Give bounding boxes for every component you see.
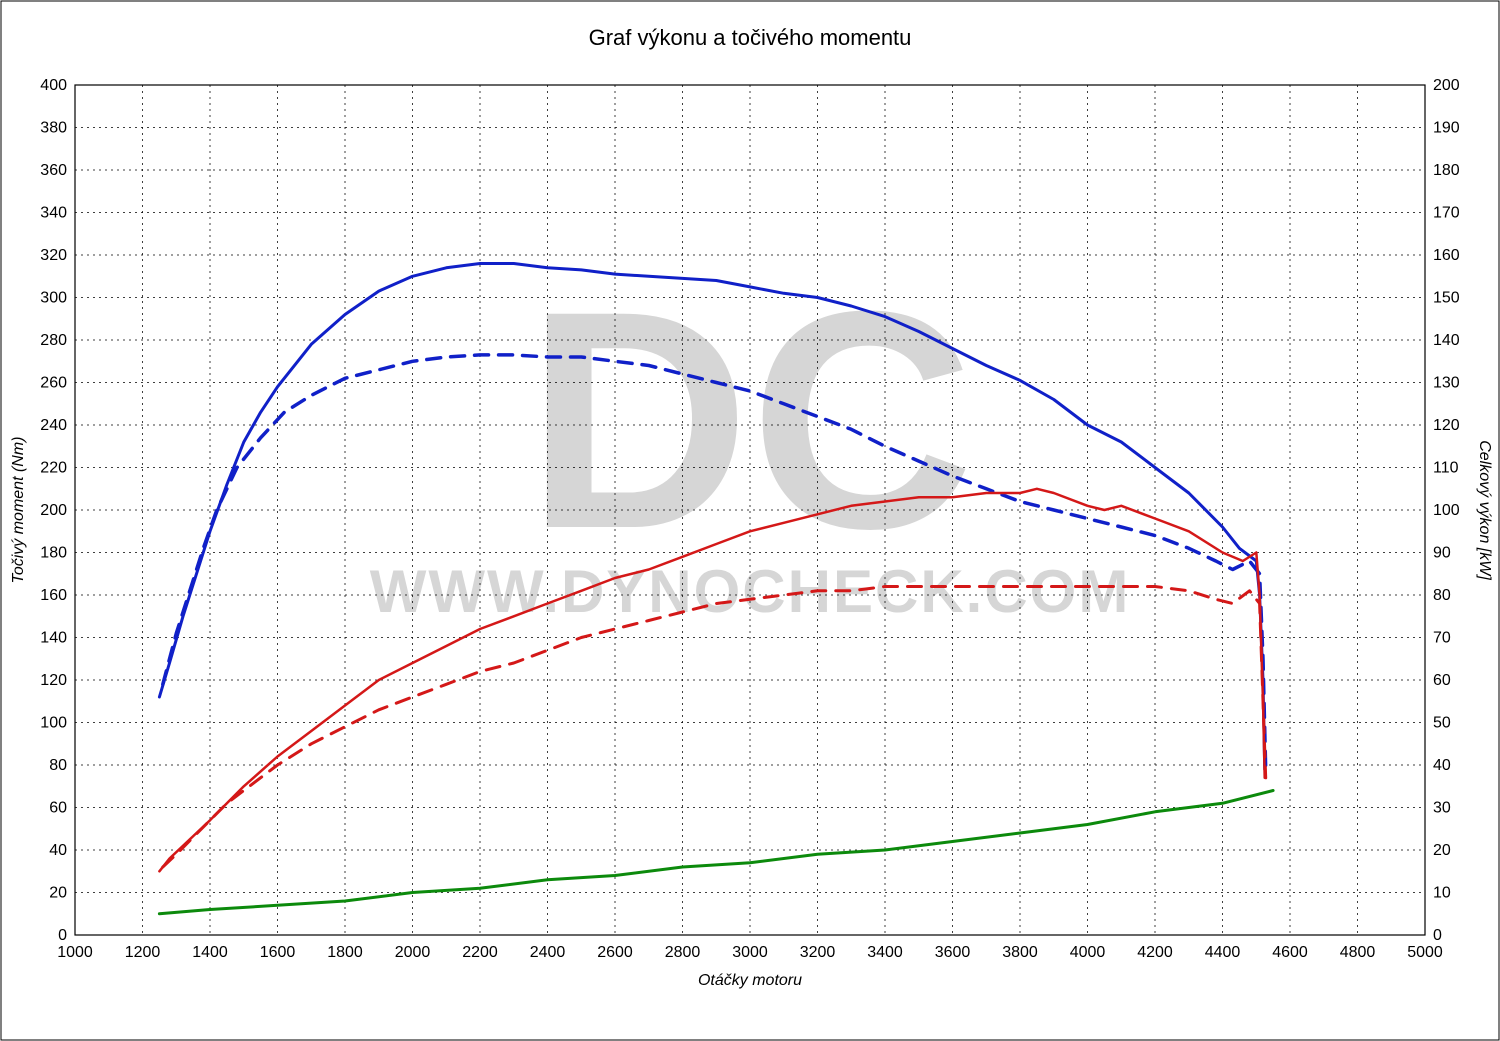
y-right-tick-label: 70 xyxy=(1433,630,1451,647)
y-right-tick-label: 100 xyxy=(1433,502,1460,519)
y-right-tick-label: 120 xyxy=(1433,417,1460,434)
y-left-axis-label: Točivý moment (Nm) xyxy=(10,437,27,584)
y-right-axis-label: Celkový výkon [kW] xyxy=(1476,440,1493,580)
x-tick-label: 3200 xyxy=(800,944,836,961)
y-left-tick-label: 200 xyxy=(40,502,67,519)
y-left-tick-label: 380 xyxy=(40,120,67,137)
x-tick-label: 1400 xyxy=(192,944,228,961)
y-right-tick-label: 0 xyxy=(1433,927,1442,944)
y-left-tick-label: 40 xyxy=(49,842,67,859)
x-tick-label: 1200 xyxy=(125,944,161,961)
y-left-tick-label: 80 xyxy=(49,757,67,774)
y-left-tick-label: 400 xyxy=(40,77,67,94)
y-right-tick-label: 170 xyxy=(1433,205,1460,222)
x-tick-label: 3600 xyxy=(935,944,971,961)
x-tick-label: 4200 xyxy=(1137,944,1173,961)
y-right-tick-label: 110 xyxy=(1433,460,1459,477)
x-tick-label: 3800 xyxy=(1002,944,1038,961)
y-right-tick-label: 60 xyxy=(1433,672,1451,689)
y-right-tick-label: 140 xyxy=(1433,332,1460,349)
y-left-tick-label: 280 xyxy=(40,332,67,349)
y-left-tick-label: 240 xyxy=(40,417,67,434)
x-tick-label: 4800 xyxy=(1340,944,1376,961)
y-right-tick-label: 190 xyxy=(1433,120,1460,137)
series-drag_loss xyxy=(159,791,1273,914)
y-left-tick-label: 180 xyxy=(40,545,67,562)
x-tick-label: 1000 xyxy=(57,944,93,961)
y-right-tick-label: 200 xyxy=(1433,77,1460,94)
x-tick-label: 1800 xyxy=(327,944,363,961)
y-right-tick-label: 10 xyxy=(1433,885,1451,902)
y-right-tick-label: 180 xyxy=(1433,162,1460,179)
chart-title: Graf výkonu a točivého momentu xyxy=(589,25,912,50)
y-left-tick-label: 300 xyxy=(40,290,67,307)
y-right-tick-label: 90 xyxy=(1433,545,1451,562)
y-right-tick-label: 80 xyxy=(1433,587,1451,604)
x-tick-label: 1600 xyxy=(260,944,296,961)
y-right-tick-label: 130 xyxy=(1433,375,1460,392)
y-right-tick-label: 50 xyxy=(1433,715,1451,732)
x-tick-label: 5000 xyxy=(1407,944,1443,961)
x-tick-label: 2400 xyxy=(530,944,566,961)
y-right-tick-label: 20 xyxy=(1433,842,1451,859)
y-left-tick-label: 340 xyxy=(40,205,67,222)
y-left-tick-label: 100 xyxy=(40,715,67,732)
x-tick-label: 4000 xyxy=(1070,944,1106,961)
y-right-tick-label: 150 xyxy=(1433,290,1460,307)
y-left-tick-label: 60 xyxy=(49,800,67,817)
y-left-tick-label: 160 xyxy=(40,587,67,604)
x-tick-label: 2000 xyxy=(395,944,431,961)
x-tick-label: 2800 xyxy=(665,944,701,961)
y-left-tick-label: 0 xyxy=(58,927,67,944)
x-tick-label: 4600 xyxy=(1272,944,1308,961)
x-tick-label: 3400 xyxy=(867,944,903,961)
y-left-tick-label: 20 xyxy=(49,885,67,902)
y-left-tick-label: 360 xyxy=(40,162,67,179)
watermark-big: DC xyxy=(526,246,974,593)
series-power_stock xyxy=(163,587,1266,868)
x-tick-label: 4400 xyxy=(1205,944,1241,961)
chart-svg: DCWWW.DYNOCHECK.COM100012001400160018002… xyxy=(0,0,1500,1041)
y-right-tick-label: 30 xyxy=(1433,800,1451,817)
x-tick-label: 2200 xyxy=(462,944,498,961)
y-right-tick-label: 40 xyxy=(1433,757,1451,774)
y-left-tick-label: 220 xyxy=(40,460,67,477)
y-left-tick-label: 260 xyxy=(40,375,67,392)
y-right-tick-label: 160 xyxy=(1433,247,1460,264)
y-left-tick-label: 140 xyxy=(40,630,67,647)
y-left-tick-label: 120 xyxy=(40,672,67,689)
x-axis-label: Otáčky motoru xyxy=(698,972,802,989)
y-left-tick-label: 320 xyxy=(40,247,67,264)
dyno-chart: DCWWW.DYNOCHECK.COM100012001400160018002… xyxy=(0,0,1500,1041)
x-tick-label: 3000 xyxy=(732,944,768,961)
x-tick-label: 2600 xyxy=(597,944,633,961)
